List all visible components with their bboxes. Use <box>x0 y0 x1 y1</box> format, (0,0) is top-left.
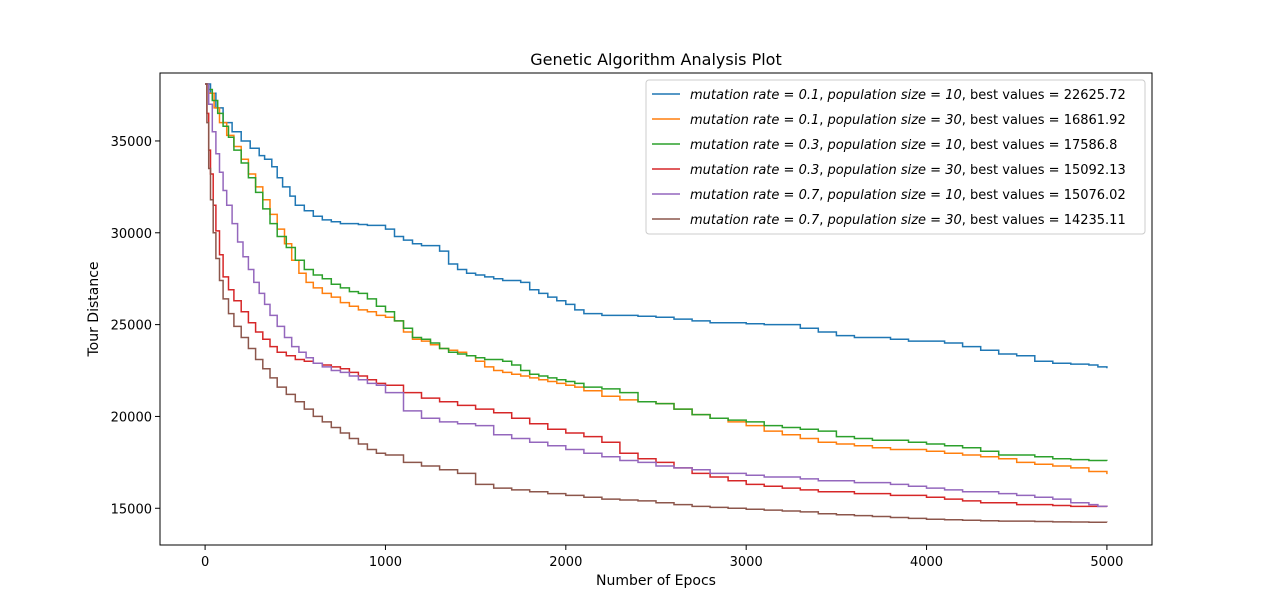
x-axis-title: Number of Epocs <box>596 573 716 589</box>
legend-label: mutation rate = 0.7, population size = 1… <box>690 188 1126 203</box>
plot-area-frame <box>159 72 1153 546</box>
x-tick-label: 4000 <box>910 555 943 570</box>
x-tick-label: 0 <box>201 555 209 570</box>
legend-box <box>645 79 1146 235</box>
y-tick-label: 35000 <box>111 135 152 150</box>
chart-title: Genetic Algorithm Analysis Plot <box>530 50 781 69</box>
series-line-2 <box>205 83 1108 475</box>
x-tick-label: 3000 <box>730 555 763 570</box>
x-tick-label: 2000 <box>549 555 582 570</box>
series-line-3 <box>205 83 1108 462</box>
series-line-4 <box>205 83 1108 508</box>
legend-label: mutation rate = 0.7, population size = 3… <box>690 213 1126 228</box>
series-line-6 <box>205 83 1108 523</box>
x-tick-label: 5000 <box>1090 555 1123 570</box>
legend-label: mutation rate = 0.3, population size = 3… <box>690 163 1126 178</box>
y-tick-label: 30000 <box>111 227 152 242</box>
legend-label: mutation rate = 0.3, population size = 1… <box>690 138 1117 153</box>
x-axis: 0 1000 2000 3000 4000 5000 <box>201 545 1123 570</box>
y-tick-label: 15000 <box>111 502 152 517</box>
series-line-5 <box>205 83 1108 508</box>
x-tick-label: 1000 <box>369 555 402 570</box>
legend: mutation rate = 0.1, population size = 1… <box>645 79 1146 235</box>
series-line-1 <box>205 83 1108 369</box>
y-tick-label: 25000 <box>111 319 152 334</box>
y-axis-title: Tour Distance <box>86 261 102 357</box>
y-tick-label: 20000 <box>111 410 152 425</box>
legend-label: mutation rate = 0.1, population size = 1… <box>690 88 1126 103</box>
y-axis: 15000 20000 25000 30000 35000 <box>111 135 160 517</box>
series-layer <box>205 83 1108 523</box>
legend-label: mutation rate = 0.1, population size = 3… <box>690 113 1126 128</box>
